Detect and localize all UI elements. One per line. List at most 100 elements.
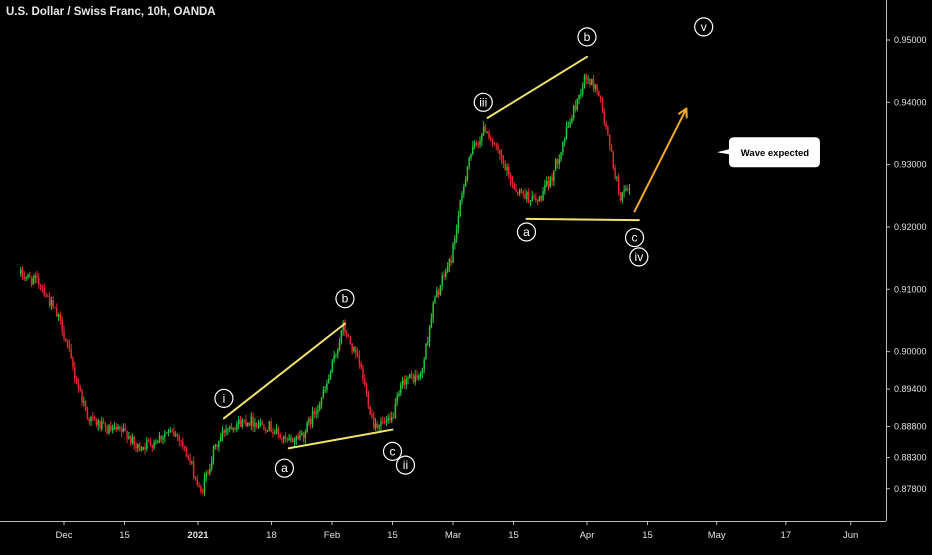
candle-down [313, 411, 316, 414]
wave-label-circle [382, 441, 403, 461]
candle-up [441, 275, 443, 286]
candle-down [601, 98, 604, 112]
candle-down [619, 193, 622, 201]
candle-down [592, 78, 595, 89]
candle-down [201, 491, 204, 493]
candle-down [171, 430, 173, 432]
candle-down [106, 427, 108, 434]
candle-down [255, 422, 258, 428]
candle-down [110, 425, 112, 431]
candle-down [309, 418, 312, 424]
candle-up [565, 126, 568, 139]
candle-up [580, 94, 582, 96]
candle-up [400, 384, 402, 394]
candle-down [200, 486, 202, 492]
wave-label-i: i [214, 388, 234, 408]
candle-up [452, 244, 454, 263]
candle-up [594, 84, 597, 89]
a-c-support-line [525, 217, 640, 222]
wave-label-text: iii [479, 95, 487, 109]
time-tick-label: 18 [266, 530, 277, 541]
candle-up [219, 436, 222, 441]
candle-down [180, 440, 182, 442]
candle-up [273, 432, 276, 434]
wave-label-text: c [389, 444, 395, 458]
candle-up [398, 393, 400, 397]
candle-up [560, 152, 562, 159]
candle-up [324, 389, 326, 391]
candle-down [392, 417, 395, 419]
candle-up [331, 360, 334, 372]
wave-label-c: c [624, 227, 645, 248]
price-tick-label: 0.91000 [894, 284, 927, 294]
candle-up [542, 191, 544, 201]
candle-down [129, 436, 132, 444]
candle-up [544, 185, 546, 192]
price-tick-label: 0.88300 [894, 453, 927, 463]
candle-up [427, 341, 429, 344]
candle-down [272, 431, 274, 434]
candle-up [459, 200, 461, 216]
candle-down [88, 418, 90, 422]
candle-up [329, 371, 332, 379]
wave-label-circle [473, 92, 493, 112]
candle-up [212, 446, 215, 461]
wave-label-text: a [523, 225, 530, 239]
candle-down [493, 143, 496, 145]
candle-up [409, 373, 411, 379]
candle-down [63, 331, 65, 339]
candle-up [526, 191, 528, 200]
candle-down [574, 105, 577, 110]
time-tick-label: Dec [56, 530, 73, 541]
candle-up [380, 421, 382, 426]
candle-down [52, 300, 54, 308]
candle-down [484, 126, 487, 133]
candle-down [589, 79, 591, 85]
candle-up [90, 416, 92, 422]
candle-down [70, 349, 72, 358]
time-tick-label: Jun [843, 530, 858, 541]
candle-down [277, 428, 280, 434]
candle-up [268, 421, 271, 431]
candle-down [79, 388, 81, 391]
candle-up [338, 342, 341, 350]
candle-down [362, 367, 364, 380]
candle-down [610, 145, 613, 153]
candle-down [38, 277, 40, 285]
time-tick-label: 15 [508, 530, 519, 541]
callout-bubble [716, 137, 820, 168]
candle-down [376, 423, 379, 428]
candle-up [137, 444, 139, 448]
candle-up [562, 142, 564, 153]
candle-down [72, 357, 74, 368]
candle-up [266, 430, 269, 432]
candle-down [403, 380, 406, 385]
candle-down [263, 424, 265, 430]
candle-down [230, 426, 233, 430]
candle-down [603, 111, 606, 123]
chart-title: U.S. Dollar / Swiss Franc, 10h, OANDA [6, 6, 216, 18]
candle-up [394, 402, 397, 418]
candle-down [59, 314, 62, 320]
candle-down [261, 422, 263, 425]
candle-down [284, 436, 287, 440]
candle-down [412, 376, 415, 383]
candle-down [45, 294, 47, 296]
candle-down [475, 143, 478, 145]
candle-down [41, 286, 44, 288]
candle-up [246, 422, 249, 426]
candle-up [205, 472, 208, 479]
candle-up [162, 437, 164, 440]
candle-up [165, 432, 168, 434]
candle-up [169, 430, 172, 432]
candle-up [299, 435, 301, 440]
candle-up [320, 397, 323, 405]
candle-up [405, 378, 407, 385]
price-tick-label: 0.87800 [894, 484, 927, 494]
time-tick-label: 15 [642, 530, 653, 541]
wave-label-text: c [632, 231, 638, 245]
candle-down [511, 181, 514, 184]
candle-down [66, 340, 69, 345]
candle-up [342, 322, 344, 331]
